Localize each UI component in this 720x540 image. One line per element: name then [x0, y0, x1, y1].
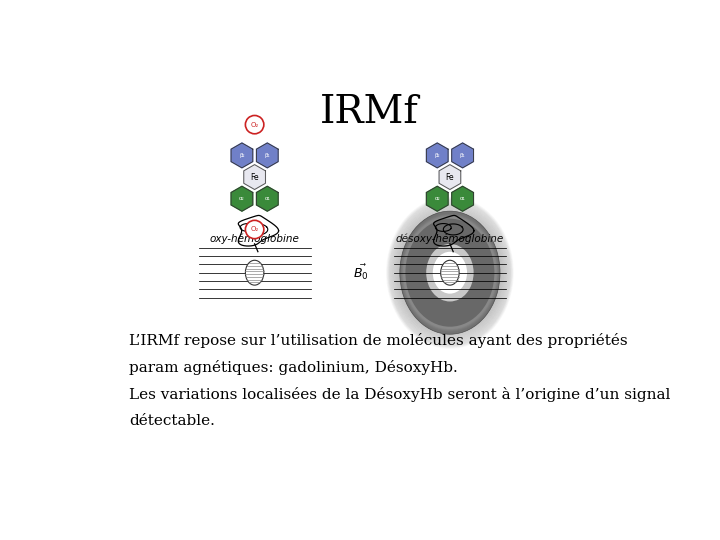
Text: désoxy-hémoglobine: désoxy-hémoglobine — [396, 233, 504, 244]
Text: β₂: β₂ — [434, 153, 440, 158]
Polygon shape — [426, 143, 448, 168]
Text: oxy-hémoglobine: oxy-hémoglobine — [210, 233, 300, 244]
Text: L’IRMf repose sur l’utilisation de molécules ayant des propriétés: L’IRMf repose sur l’utilisation de moléc… — [129, 333, 628, 348]
Polygon shape — [231, 186, 253, 211]
Text: β₂: β₂ — [239, 153, 245, 158]
Polygon shape — [426, 186, 448, 211]
Ellipse shape — [405, 219, 495, 327]
Polygon shape — [256, 186, 278, 211]
Circle shape — [246, 220, 264, 239]
Text: IRMf: IRMf — [320, 94, 418, 131]
Polygon shape — [451, 186, 474, 211]
Text: β₁: β₁ — [264, 153, 270, 158]
Text: α₂: α₂ — [239, 196, 245, 201]
Polygon shape — [231, 143, 253, 168]
Ellipse shape — [426, 244, 474, 301]
Text: détectable.: détectable. — [129, 414, 215, 428]
Polygon shape — [451, 143, 474, 168]
Polygon shape — [439, 165, 461, 190]
Text: α₂: α₂ — [434, 196, 440, 201]
Polygon shape — [256, 143, 278, 168]
Text: β₁: β₁ — [460, 153, 465, 158]
Text: O₂: O₂ — [251, 226, 258, 233]
Circle shape — [246, 116, 264, 134]
Text: $\vec{B_0}$: $\vec{B_0}$ — [353, 263, 369, 282]
Polygon shape — [244, 165, 266, 190]
Ellipse shape — [246, 260, 264, 285]
Text: Fe: Fe — [251, 173, 259, 181]
Text: param agnétiques: gadolinium, DésoxyHb.: param agnétiques: gadolinium, DésoxyHb. — [129, 360, 458, 375]
Text: α₁: α₁ — [459, 196, 465, 201]
Text: α₁: α₁ — [264, 196, 270, 201]
Ellipse shape — [400, 211, 500, 334]
Text: Les variations localisées de la DésoxyHb seront à l’origine d’un signal: Les variations localisées de la DésoxyHb… — [129, 387, 670, 402]
Text: O₂: O₂ — [251, 122, 258, 127]
Ellipse shape — [441, 260, 459, 285]
Ellipse shape — [433, 252, 467, 294]
Text: Fe: Fe — [446, 173, 454, 181]
